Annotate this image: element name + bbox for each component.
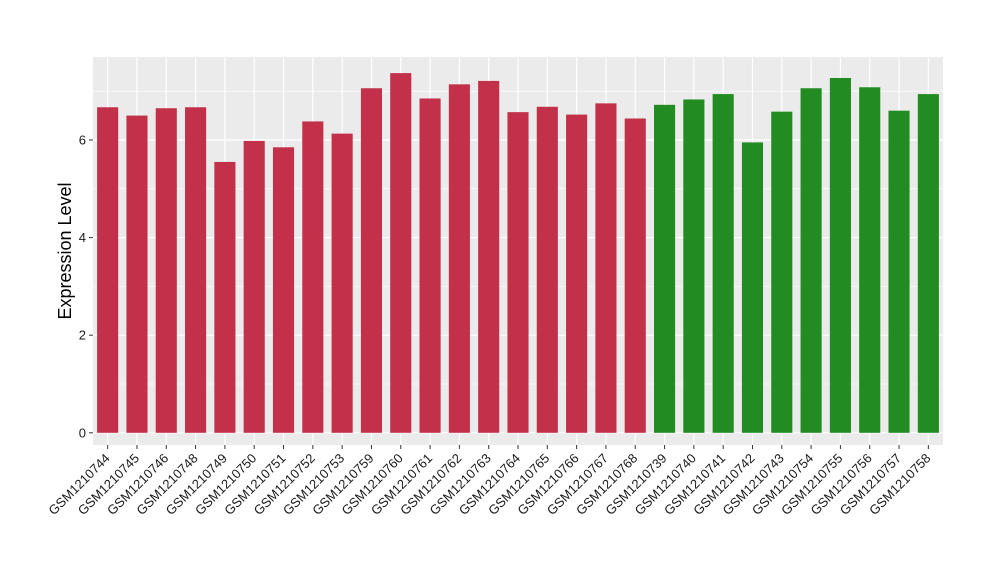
bar-GSM1210765 [536,106,558,433]
y-axis-title: Expression Level [55,182,75,319]
bar-GSM1210741 [712,94,734,433]
bar-GSM1210753 [331,133,353,433]
bar-GSM1210759 [360,88,382,433]
bar-GSM1210763 [478,80,500,433]
y-tick-label: 2 [79,328,86,343]
bar-GSM1210754 [800,88,822,433]
y-axis: 0 2 4 6 [79,132,93,440]
bar-GSM1210742 [741,142,764,433]
bar-GSM1210751 [272,147,295,433]
bar-GSM1210750 [243,140,265,433]
bar-GSM1210757 [888,110,910,433]
y-tick-label: 4 [79,230,86,245]
bar-GSM1210755 [829,77,851,433]
bar-GSM1210749 [214,161,236,433]
x-axis: GSM1210744GSM1210745GSM1210746GSM1210748… [45,445,933,518]
bar-GSM1210764 [507,112,529,433]
bar-GSM1210766 [566,114,588,433]
bar-GSM1210745 [126,115,148,433]
bar-GSM1210743 [771,111,793,433]
bar-GSM1210762 [448,84,470,433]
bar-GSM1210768 [624,118,646,433]
bar-GSM1210761 [419,98,441,433]
bar-GSM1210740 [683,99,705,433]
y-tick-label: 6 [79,132,86,147]
bar-GSM1210748 [185,107,207,433]
bar-GSM1210760 [390,73,412,433]
y-tick-label: 0 [79,425,86,440]
bar-GSM1210758 [917,94,939,433]
bar-GSM1210746 [155,108,177,433]
bar-GSM1210744 [97,107,119,433]
bar-GSM1210739 [654,104,676,433]
bars [97,73,939,433]
bar-GSM1210767 [595,103,617,433]
bar-GSM1210756 [859,87,881,433]
bar-GSM1210752 [302,121,324,433]
